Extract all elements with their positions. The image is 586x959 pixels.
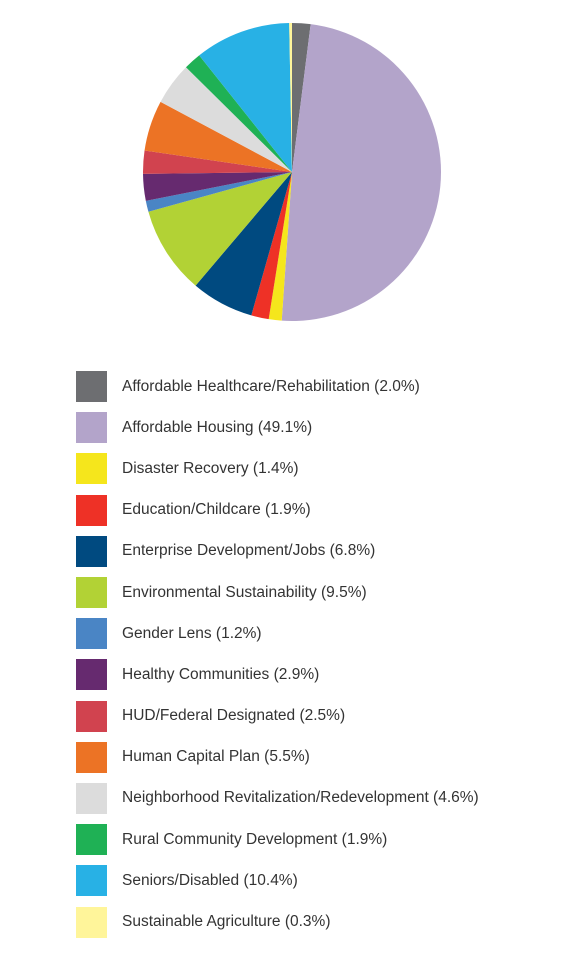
chart-legend: Affordable Healthcare/Rehabilitation (2.… [76, 366, 479, 943]
pie-slice-6 [145, 172, 292, 212]
pie-slice-9 [144, 101, 292, 172]
legend-item: Neighborhood Revitalization/Redevelopmen… [76, 778, 479, 819]
legend-label: Seniors/Disabled (10.4%) [122, 871, 298, 889]
pie-slice-1 [281, 24, 442, 321]
legend-label: Gender Lens (1.2%) [122, 624, 262, 642]
legend-swatch [76, 824, 107, 856]
pie-chart [142, 22, 442, 321]
pie-slice-4 [195, 172, 292, 316]
legend-label: Environmental Sustainability (9.5%) [122, 583, 367, 601]
pie-slice-5 [148, 172, 292, 286]
pie-slice-7 [143, 172, 292, 201]
legend-label: Healthy Communities (2.9%) [122, 665, 320, 683]
legend-swatch [76, 453, 107, 485]
legend-swatch [76, 535, 107, 567]
legend-label: Human Capital Plan (5.5%) [122, 748, 310, 766]
legend-swatch [76, 782, 107, 814]
legend-label: HUD/Federal Designated (2.5%) [122, 707, 346, 725]
legend-swatch [76, 865, 107, 897]
pie-slice-8 [142, 150, 292, 174]
legend-item: Rural Community Development (1.9%) [76, 819, 479, 860]
legend-label: Disaster Recovery (1.4%) [122, 459, 299, 477]
legend-label: Neighborhood Revitalization/Redevelopmen… [122, 789, 479, 807]
legend-swatch [76, 659, 107, 691]
legend-swatch [76, 700, 107, 732]
legend-item: Affordable Healthcare/Rehabilitation (2.… [76, 366, 479, 407]
pie-slice-10 [160, 67, 292, 172]
legend-item: Enterprise Development/Jobs (6.8%) [76, 531, 479, 572]
legend-swatch [76, 494, 107, 526]
legend-item: Disaster Recovery (1.4%) [76, 448, 479, 489]
legend-swatch [76, 577, 107, 609]
legend-item: Human Capital Plan (5.5%) [76, 737, 479, 778]
legend-item: Seniors/Disabled (10.4%) [76, 860, 479, 901]
pie-slice-3 [251, 172, 292, 320]
legend-label: Affordable Healthcare/Rehabilitation (2.… [122, 377, 420, 395]
legend-item: Gender Lens (1.2%) [76, 613, 479, 654]
legend-label: Enterprise Development/Jobs (6.8%) [122, 542, 376, 560]
legend-item: Education/Childcare (1.9%) [76, 490, 479, 531]
legend-label: Sustainable Agriculture (0.3%) [122, 913, 331, 931]
pie-slice-11 [185, 55, 292, 172]
pie-slice-0 [292, 22, 311, 172]
legend-swatch [76, 618, 107, 650]
legend-item: HUD/Federal Designated (2.5%) [76, 696, 479, 737]
legend-swatch [76, 741, 107, 773]
pie-slice-13 [289, 23, 292, 172]
legend-item: Affordable Housing (49.1%) [76, 407, 479, 448]
legend-swatch [76, 371, 107, 403]
pie-slice-2 [268, 172, 292, 321]
legend-item: Healthy Communities (2.9%) [76, 654, 479, 695]
legend-label: Education/Childcare (1.9%) [122, 501, 311, 519]
legend-item: Environmental Sustainability (9.5%) [76, 572, 479, 613]
legend-label: Rural Community Development (1.9%) [122, 830, 388, 848]
legend-swatch [76, 412, 107, 444]
legend-item: Sustainable Agriculture (0.3%) [76, 901, 479, 942]
legend-swatch [76, 906, 107, 938]
legend-label: Affordable Housing (49.1%) [122, 418, 313, 436]
pie-slice-12 [199, 23, 292, 173]
